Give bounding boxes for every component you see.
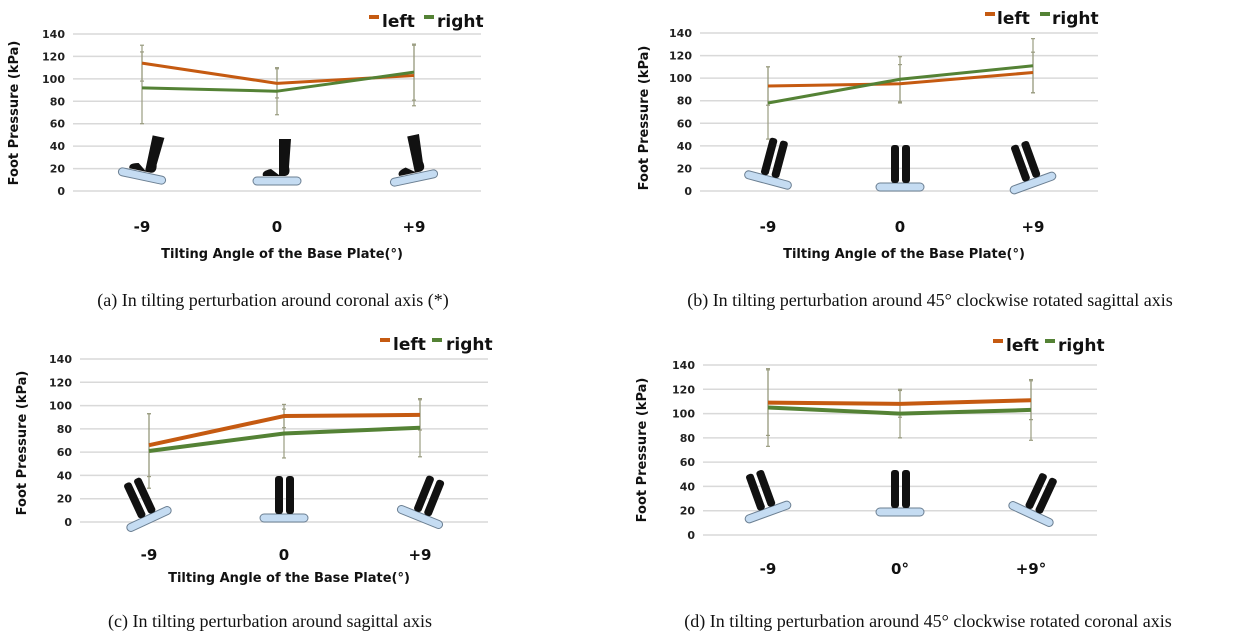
y-tick-label: 120	[42, 50, 65, 63]
x-tick-label: -9	[760, 218, 777, 236]
series-line-left	[141, 61, 415, 85]
series-line-right	[141, 70, 415, 93]
x-tick-label: -9	[760, 560, 777, 578]
x-tick-label: 0	[279, 546, 289, 564]
y-tick-label: 60	[680, 456, 696, 469]
y-tick-label: 100	[669, 72, 692, 85]
legend-label-right: right	[1052, 9, 1099, 29]
chart-panel-b: 0 20 40 60 80 100 120 140 left right -9 0 +9 Tilting …	[637, 9, 1173, 311]
x-tick-label: 0	[272, 218, 282, 236]
y-tick-label: 80	[57, 423, 73, 436]
y-tick-label: 60	[57, 446, 73, 459]
x-tick-label: +9	[1021, 218, 1044, 236]
y-tick-label: 140	[42, 28, 65, 41]
y-tick-label: 120	[49, 376, 72, 389]
y-tick-label: 20	[677, 162, 693, 175]
figure-caption: (c) In tilting perturbation around sagit…	[108, 611, 432, 632]
foot-on-plate-icon	[124, 477, 172, 532]
y-tick-label: 0	[687, 529, 695, 542]
figure-caption: (d) In tilting perturbation around 45° c…	[684, 611, 1172, 632]
foot-on-plate-icon	[396, 475, 445, 529]
legend-label-left: left	[1006, 336, 1039, 356]
foot-on-plate-icon	[1009, 140, 1057, 195]
legend-label-left: left	[382, 12, 415, 32]
y-tick-label: 40	[680, 480, 696, 493]
x-tick-label: +9°	[1016, 560, 1047, 578]
y-tick-label: 100	[672, 408, 695, 421]
x-axis-label: Tilting Angle of the Base Plate(°)	[168, 571, 410, 586]
foot-on-plate-icon	[252, 139, 302, 186]
y-tick-label: 20	[50, 163, 66, 176]
x-axis-label: Tilting Angle of the Base Plate(°)	[161, 247, 403, 262]
x-tick-label: 0	[895, 218, 905, 236]
y-tick-label: 120	[669, 50, 692, 63]
x-tick-label: +9	[402, 218, 425, 236]
legend-label-left: left	[997, 9, 1030, 29]
foot-on-plate-icon	[875, 145, 925, 192]
foot-on-plate-icon	[389, 134, 439, 187]
x-tick-label: 0°	[891, 560, 909, 578]
y-tick-label: 20	[57, 493, 73, 506]
foot-on-plate-icon	[744, 137, 792, 190]
y-tick-label: 0	[64, 516, 72, 529]
y-axis-label: Foot Pressure (kPa)	[637, 46, 652, 191]
y-tick-label: 100	[49, 400, 72, 413]
y-tick-label: 40	[50, 140, 66, 153]
x-tick-label: -9	[141, 546, 158, 564]
chart-panel-a: 0 20 40 60 80 100 120 140 left right -9 0 +9 Tilting …	[7, 12, 484, 311]
y-axis-label: Foot Pressure (kPa)	[635, 378, 650, 523]
y-tick-label: 60	[50, 118, 66, 131]
y-tick-label: 100	[42, 73, 65, 86]
y-tick-label: 0	[684, 185, 692, 198]
legend-label-right: right	[1058, 336, 1105, 356]
legend-label-right: right	[437, 12, 484, 32]
foot-on-plate-icon	[875, 470, 925, 517]
y-tick-label: 40	[677, 140, 693, 153]
y-axis-label: Foot Pressure (kPa)	[7, 41, 22, 186]
foot-on-plate-icon	[117, 135, 167, 185]
y-tick-label: 120	[672, 383, 695, 396]
y-tick-label: 40	[57, 469, 73, 482]
y-tick-label: 20	[680, 505, 696, 518]
y-tick-label: 80	[680, 432, 696, 445]
foot-on-plate-icon	[259, 476, 309, 523]
x-axis-label: Tilting Angle of the Base Plate(°)	[783, 247, 1025, 262]
y-tick-label: 140	[49, 353, 72, 366]
legend-label-left: left	[393, 335, 426, 355]
y-tick-label: 140	[669, 27, 692, 40]
y-axis-label: Foot Pressure (kPa)	[15, 371, 30, 516]
y-tick-label: 0	[57, 185, 65, 198]
x-tick-label: -9	[134, 218, 151, 236]
figure-caption: (b) In tilting perturbation around 45° c…	[687, 290, 1173, 311]
foot-on-plate-icon	[1008, 473, 1057, 527]
y-tick-label: 140	[672, 359, 695, 372]
y-tick-label: 80	[677, 95, 693, 108]
x-tick-label: +9	[408, 546, 431, 564]
foot-on-plate-icon	[744, 469, 792, 524]
chart-panel-c: 0 20 40 60 80 100 120 140 left right -9 0 +9 Tilting …	[15, 335, 493, 632]
y-tick-label: 80	[50, 95, 66, 108]
figure-caption: (a) In tilting perturbation around coron…	[97, 290, 448, 311]
chart-panel-d: 0 20 40 60 80 100 120 140 left right -9 0° +9° Foot P…	[635, 336, 1172, 632]
legend-label-right: right	[446, 335, 493, 355]
y-tick-label: 60	[677, 117, 693, 130]
